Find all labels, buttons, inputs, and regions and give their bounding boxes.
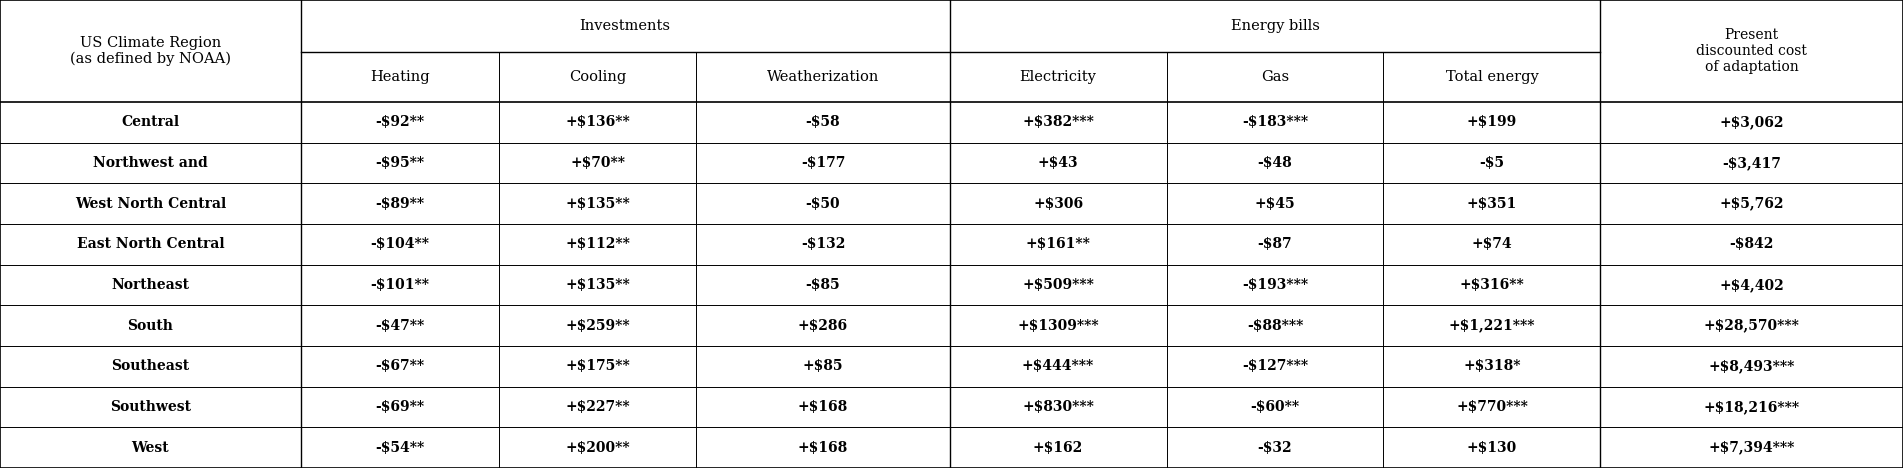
Text: +$351: +$351: [1467, 197, 1517, 211]
Text: +$85: +$85: [803, 359, 843, 373]
Text: +$259**: +$259**: [565, 319, 630, 333]
Text: +$316**: +$316**: [1460, 278, 1524, 292]
Text: East North Central: East North Central: [76, 237, 225, 251]
Text: -$3,417: -$3,417: [1722, 156, 1781, 170]
Text: +$43: +$43: [1037, 156, 1079, 170]
Text: +$135**: +$135**: [565, 278, 630, 292]
Text: +$168: +$168: [797, 441, 849, 455]
Text: +$70**: +$70**: [571, 156, 624, 170]
Text: Heating: Heating: [369, 70, 430, 84]
Text: -$87: -$87: [1258, 237, 1292, 251]
Text: +$135**: +$135**: [565, 197, 630, 211]
Text: +$1309***: +$1309***: [1018, 319, 1098, 333]
Text: Electricity: Electricity: [1020, 70, 1096, 84]
Text: +$830***: +$830***: [1022, 400, 1094, 414]
Text: US Climate Region
(as defined by NOAA): US Climate Region (as defined by NOAA): [70, 36, 230, 66]
Text: -$67**: -$67**: [375, 359, 424, 373]
Text: +$7,394***: +$7,394***: [1709, 441, 1795, 455]
Text: Present
discounted cost
of adaptation: Present discounted cost of adaptation: [1696, 28, 1808, 74]
Text: +$112**: +$112**: [565, 237, 630, 251]
Text: +$200**: +$200**: [565, 441, 630, 455]
Text: +$130: +$130: [1467, 441, 1517, 455]
Text: +$28,570***: +$28,570***: [1703, 319, 1800, 333]
Text: +$227**: +$227**: [565, 400, 630, 414]
Text: +$5,762: +$5,762: [1720, 197, 1783, 211]
Text: +$4,402: +$4,402: [1718, 278, 1785, 292]
Text: -$132: -$132: [801, 237, 845, 251]
Text: -$50: -$50: [805, 197, 841, 211]
Text: Energy bills: Energy bills: [1231, 19, 1319, 33]
Text: Cooling: Cooling: [569, 70, 626, 84]
Text: Northeast: Northeast: [112, 278, 188, 292]
Text: -$95**: -$95**: [375, 156, 424, 170]
Text: +$136**: +$136**: [565, 115, 630, 129]
Text: -$88***: -$88***: [1246, 319, 1304, 333]
Text: +$45: +$45: [1254, 197, 1296, 211]
Text: +$286: +$286: [797, 319, 849, 333]
Text: -$92**: -$92**: [375, 115, 424, 129]
Text: -$177: -$177: [801, 156, 845, 170]
Text: +$306: +$306: [1033, 197, 1083, 211]
Text: -$127***: -$127***: [1243, 359, 1307, 373]
Text: -$5: -$5: [1479, 156, 1505, 170]
Text: Southeast: Southeast: [110, 359, 190, 373]
Text: +$509***: +$509***: [1022, 278, 1094, 292]
Text: +$3,062: +$3,062: [1720, 115, 1783, 129]
Text: -$842: -$842: [1730, 237, 1774, 251]
Text: Weatherization: Weatherization: [767, 70, 879, 84]
Text: +$1,221***: +$1,221***: [1448, 319, 1536, 333]
Text: Investments: Investments: [580, 19, 670, 33]
Text: Gas: Gas: [1262, 70, 1288, 84]
Text: +$444***: +$444***: [1022, 359, 1094, 373]
Text: +$162: +$162: [1033, 441, 1083, 455]
Text: Central: Central: [122, 115, 179, 129]
Text: +$382***: +$382***: [1022, 115, 1094, 129]
Text: +$74: +$74: [1471, 237, 1513, 251]
Text: South: South: [128, 319, 173, 333]
Text: West: West: [131, 441, 169, 455]
Text: -$183***: -$183***: [1243, 115, 1307, 129]
Text: West North Central: West North Central: [74, 197, 226, 211]
Text: +$175**: +$175**: [565, 359, 630, 373]
Text: -$85: -$85: [805, 278, 841, 292]
Text: +$318*: +$318*: [1463, 359, 1520, 373]
Text: -$47**: -$47**: [375, 319, 424, 333]
Text: +$770***: +$770***: [1456, 400, 1528, 414]
Text: -$69**: -$69**: [375, 400, 424, 414]
Text: -$193***: -$193***: [1243, 278, 1307, 292]
Text: -$58: -$58: [805, 115, 841, 129]
Text: Total energy: Total energy: [1446, 70, 1538, 84]
Text: -$54**: -$54**: [375, 441, 424, 455]
Text: +$168: +$168: [797, 400, 849, 414]
Text: -$32: -$32: [1258, 441, 1292, 455]
Text: -$89**: -$89**: [375, 197, 424, 211]
Text: +$199: +$199: [1467, 115, 1517, 129]
Text: -$101**: -$101**: [369, 278, 430, 292]
Text: +$161**: +$161**: [1026, 237, 1090, 251]
Text: -$48: -$48: [1258, 156, 1292, 170]
Text: +$8,493***: +$8,493***: [1709, 359, 1795, 373]
Text: Northwest and: Northwest and: [93, 156, 207, 170]
Text: -$60**: -$60**: [1250, 400, 1300, 414]
Text: Southwest: Southwest: [110, 400, 190, 414]
Text: -$104**: -$104**: [369, 237, 430, 251]
Text: +$18,216***: +$18,216***: [1703, 400, 1800, 414]
